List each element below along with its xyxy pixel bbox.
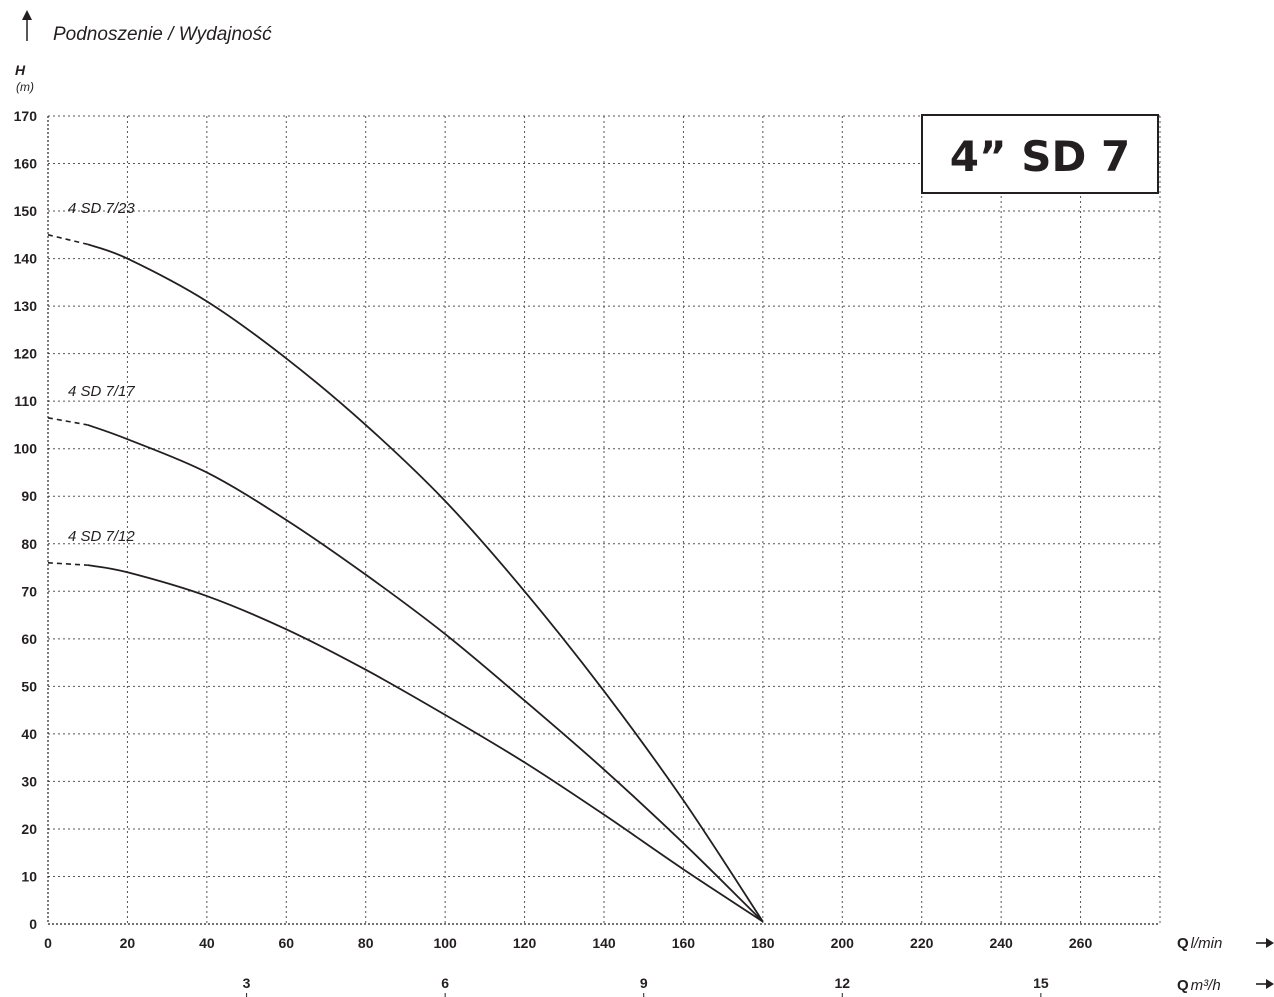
y-tick-label: 130 <box>14 298 38 314</box>
y-tick-label: 120 <box>14 346 38 362</box>
y-tick-label: 90 <box>21 488 37 504</box>
x2-tick-label: 12 <box>834 975 850 991</box>
grid <box>47 115 1161 925</box>
x-tick-label: 180 <box>751 935 775 951</box>
y-axis-label: H <box>15 62 26 78</box>
series-curve-dashed <box>47 234 88 246</box>
y-tick-labels: 0 10 20 30 40 50 60 70 80 90 100 110 120 130 140 150 160… <box>14 108 38 932</box>
x2-tick-label: 6 <box>441 975 449 991</box>
series-curve-dashed <box>47 417 88 426</box>
series-label: 4 SD 7/17 <box>68 383 135 400</box>
y-tick-label: 40 <box>21 726 37 742</box>
x2-tick-label: 9 <box>640 975 648 991</box>
y-tick-label: 160 <box>14 156 38 172</box>
x2-tick-label: 3 <box>243 975 251 991</box>
y-tick-label: 170 <box>14 108 38 124</box>
x-tick-label: 100 <box>433 935 457 951</box>
y-tick-label: 60 <box>21 631 37 647</box>
x-tick-label: 40 <box>199 935 215 951</box>
y-tick-label: 30 <box>21 773 37 789</box>
series-curve <box>87 243 764 923</box>
y-tick-label: 70 <box>21 583 37 599</box>
series-curve-dashed <box>47 561 88 566</box>
y-tick-label: 110 <box>14 393 37 409</box>
y-tick-label: 150 <box>14 203 38 219</box>
series-curve <box>87 424 764 923</box>
model-box: 4” SD 7 <box>921 114 1159 194</box>
y-tick-label: 10 <box>21 868 37 884</box>
y-axis-unit: (m) <box>16 80 34 94</box>
x-tick-label: 240 <box>989 935 1013 951</box>
x2-tick-label: 15 <box>1033 975 1049 991</box>
series-curves <box>47 234 764 923</box>
title-arrow-icon <box>22 10 32 41</box>
series-curve <box>87 564 764 923</box>
x-axis-arrow-icon <box>1256 938 1274 948</box>
x2-axis-arrow-icon <box>1256 979 1274 989</box>
x-tick-label: 220 <box>910 935 934 951</box>
x-tick-label: 260 <box>1069 935 1093 951</box>
x-tick-label: 140 <box>592 935 616 951</box>
y-tick-label: 80 <box>21 536 37 552</box>
x-tick-label: 200 <box>831 935 855 951</box>
series-label: 4 SD 7/12 <box>68 528 135 545</box>
y-tick-label: 20 <box>21 821 37 837</box>
x-tick-label: 160 <box>672 935 696 951</box>
x-tick-label: 120 <box>513 935 537 951</box>
y-tick-label: 100 <box>14 441 38 457</box>
x-tick-label: 20 <box>120 935 136 951</box>
x-tick-label: 80 <box>358 935 374 951</box>
y-tick-label: 140 <box>14 251 38 267</box>
x-tick-label: 0 <box>44 935 52 951</box>
series-label: 4 SD 7/23 <box>68 200 135 217</box>
chart-title: Podnoszenie / Wydajność <box>53 24 272 45</box>
model-box-text: 4” SD 7 <box>950 132 1130 181</box>
y-tick-label: 50 <box>21 678 37 694</box>
series-labels: 4 SD 7/23 4 SD 7/17 4 SD 7/12 <box>68 200 135 545</box>
x2-tick-labels: 3 6 9 12 15 <box>243 975 1049 997</box>
x-tick-labels: 0 20 40 60 80 100 120 140 160 180 200 220 240 260 <box>44 935 1092 951</box>
y-tick-label: 0 <box>29 916 37 932</box>
x-tick-label: 60 <box>278 935 294 951</box>
